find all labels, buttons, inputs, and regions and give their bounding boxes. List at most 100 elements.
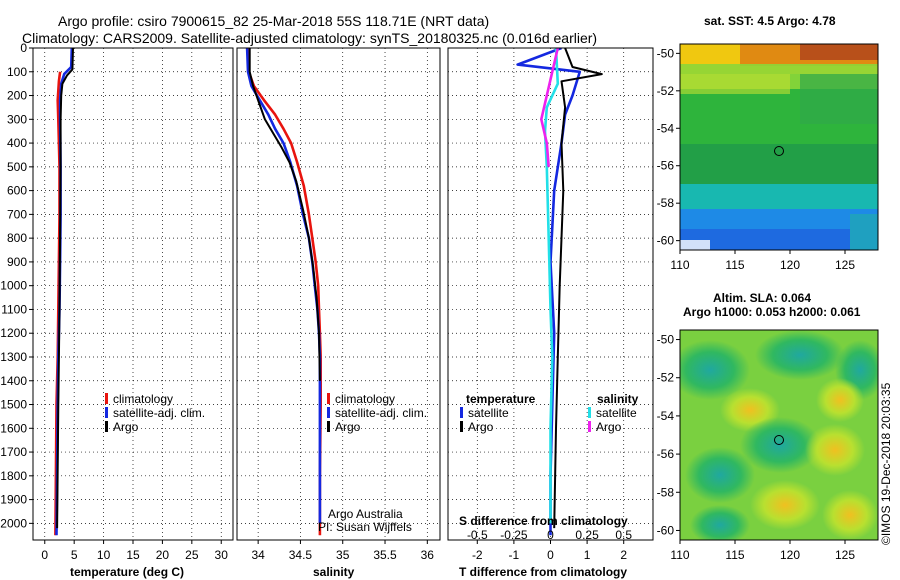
x-tick-label-salinity: -0.25 (500, 528, 528, 542)
x-tick-label: -1 (509, 548, 520, 562)
y-tick-label: 1200 (0, 326, 27, 340)
legend-label-t-satellite: satellite (468, 406, 509, 420)
salinity-xlabel: salinity (313, 565, 355, 579)
sst-heatmap (680, 44, 878, 250)
map-y-tick-label: -60 (657, 523, 675, 537)
map-x-tick-label: 115 (725, 548, 744, 562)
legend-label-s-argo: Argo (596, 420, 622, 434)
legend-swatch-argo (105, 421, 108, 432)
legend-swatch-satellite (105, 407, 108, 418)
map-x-tick-label: 110 (670, 548, 689, 562)
sst-map-frame (679, 43, 879, 251)
legend-label-climatology: climatology (113, 392, 173, 406)
difference-panel: -2 -1 0 1 2 -0.5 -0.25 0 0.25 0.5 S difference fr… (447, 47, 654, 579)
map-y-tick-label: -60 (657, 234, 675, 248)
difference-xlabel: T difference from climatology (459, 565, 627, 579)
temperature-xlabel: temperature (deg C) (70, 565, 184, 579)
x-tick-label: 34 (251, 548, 265, 562)
x-tick-label: 0 (547, 548, 554, 562)
map-y-tick-label: -50 (657, 46, 675, 60)
map-y-tick-label: -50 (657, 333, 675, 347)
map-y-tick-label: -56 (657, 447, 675, 461)
x-tick-label: 36 (421, 548, 435, 562)
x-tick-label: 0 (41, 548, 48, 562)
y-tick-label: 1500 (0, 398, 27, 412)
y-tick-label: 1800 (0, 469, 27, 483)
series-line-d-3 (539, 48, 560, 167)
map-y-tick-label: -54 (657, 409, 675, 423)
series-line-t-2 (56, 48, 74, 529)
difference-xlabel-top: S difference from climatology (459, 514, 628, 528)
legend-label-t-argo: Argo (468, 420, 494, 434)
y-tick-label: 400 (7, 136, 27, 150)
legend-label-satellite: satellite-adj. clim. (113, 406, 205, 420)
map-y-tick-label: -58 (657, 196, 675, 210)
x-tick-label: 10 (97, 548, 111, 562)
y-tick-label: 300 (7, 112, 27, 126)
x-tick-label-salinity: -0.5 (467, 528, 488, 542)
y-tick-label: 500 (7, 160, 27, 174)
sla-map-frame (679, 329, 879, 541)
legend-label-climatology-s: climatology (335, 392, 395, 406)
legend-swatch-satellite-s (327, 407, 330, 418)
sst-argo-marker (774, 146, 784, 156)
y-tick-label: 0 (20, 41, 27, 55)
series-line-s-0 (246, 48, 323, 536)
imos-credit: ©IMOS 19-Dec-2018 20:03:35 (879, 382, 893, 545)
map-x-tick-label: 115 (725, 258, 744, 272)
legend-swatch-argo-s (327, 421, 330, 432)
x-tick-label-salinity: 0.5 (615, 528, 632, 542)
series-line-s-2 (248, 48, 321, 381)
y-tick-label: 200 (7, 89, 27, 103)
map-x-tick-label: 110 (670, 258, 689, 272)
legend-label-satellite-s: satellite-adj. clim. (335, 406, 427, 420)
map-y-tick-label: -52 (657, 84, 675, 98)
temperature-legend: climatology satellite-adj. clim. Argo (105, 392, 205, 434)
x-tick-label: 5 (71, 548, 78, 562)
y-tick-label: 900 (7, 255, 27, 269)
temperature-panel: 0 5 10 15 20 25 30 0 100 200 300 400 500 600 700 800 90… (0, 41, 234, 579)
legend-swatch-t-argo (460, 421, 463, 432)
x-tick-label-salinity: 0.25 (575, 528, 599, 542)
x-tick-label: 25 (185, 548, 199, 562)
x-tick-label: 1 (584, 548, 591, 562)
y-tick-label: 1700 (0, 445, 27, 459)
series-line-d-1 (553, 48, 603, 529)
salinity-legend: climatology satellite-adj. clim. Argo (327, 392, 427, 434)
legend-label-argo-s: Argo (335, 420, 361, 434)
x-tick-label: 35 (336, 548, 350, 562)
map-y-tick-label: -54 (657, 121, 675, 135)
x-tick-label: 34.5 (289, 548, 313, 562)
y-tick-label: 700 (7, 207, 27, 221)
y-tick-label: 2000 (0, 516, 27, 530)
y-tick-label: 1600 (0, 421, 27, 435)
y-tick-label: 1900 (0, 493, 27, 507)
y-tick-label: 800 (7, 231, 27, 245)
legend-label-argo: Argo (113, 420, 139, 434)
x-tick-label: 35.5 (373, 548, 397, 562)
map-y-tick-label: -56 (657, 159, 675, 173)
map-x-tick-label: 120 (780, 258, 800, 272)
series-line-d-2 (543, 48, 560, 524)
sla-argo-marker (774, 435, 784, 445)
y-tick-label: 1000 (0, 279, 27, 293)
salinity-axes-frame (236, 47, 441, 541)
map-x-tick-label: 125 (835, 258, 855, 272)
x-tick-label: 30 (215, 548, 229, 562)
x-tick-label: 20 (156, 548, 170, 562)
legend-header-temperature: temperature (466, 392, 536, 406)
sla-map-title: Altim. SLA: 0.064 (713, 291, 811, 305)
credit-org: Argo Australia (328, 507, 403, 521)
title-line-2: Climatology: CARS2009. Satellite-adjuste… (22, 30, 597, 46)
sst-map-panel: sat. SST: 4.5 Argo: 4.78 110 115 120 125 -50… (657, 14, 879, 272)
y-tick-label: 100 (7, 65, 27, 79)
legend-label-s-satellite: satellite (596, 406, 637, 420)
difference-legend: temperature salinity satellite Argo sate… (460, 392, 639, 434)
x-tick-label: 2 (620, 548, 627, 562)
title-line-1: Argo profile: csiro 7900615_82 25-Mar-20… (58, 13, 489, 29)
legend-swatch-t-satellite (460, 407, 463, 418)
legend-swatch-climatology (105, 393, 108, 404)
map-y-tick-label: -52 (657, 371, 675, 385)
map-y-tick-label: -58 (657, 485, 675, 499)
sla-map-subtitle: Argo h1000: 0.053 h2000: 0.061 (683, 305, 861, 319)
